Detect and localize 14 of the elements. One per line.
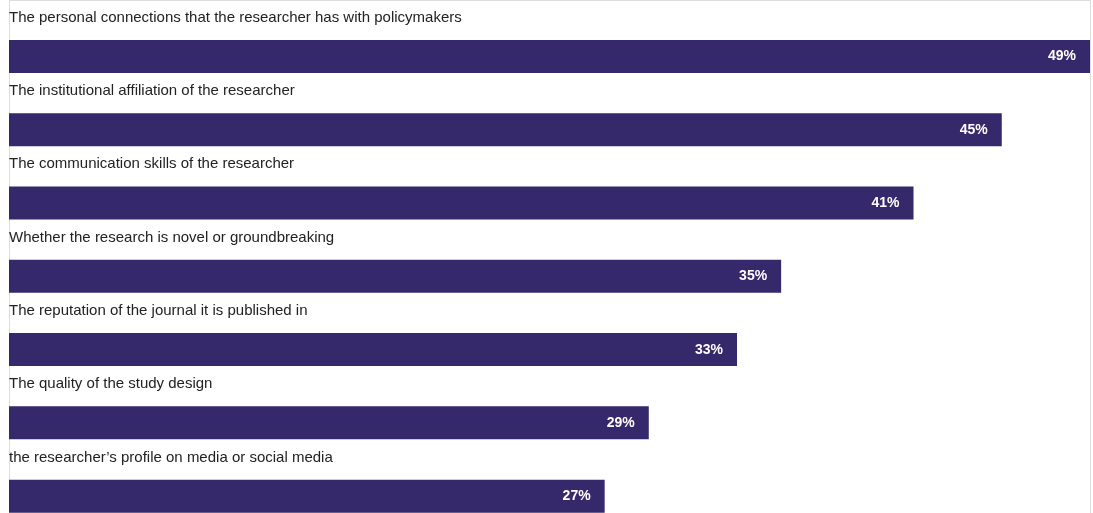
- y-tick-label: The communication skills of the researcher: [9, 154, 295, 172]
- data-label: 29%: [606, 413, 636, 430]
- data-label: 41%: [871, 194, 901, 210]
- data-label: 45%: [959, 120, 989, 137]
- y-tick-label: The quality of the study design: [9, 374, 213, 392]
- y-tick-label: The personal connections that the researcher has with policymakers: [9, 7, 462, 25]
- data-label: 49%: [1047, 47, 1077, 64]
- y-tick-label: The institutional affiliation of the researcher: [9, 81, 295, 99]
- y-tick-label: The reputation of the journal it is published in: [9, 301, 308, 318]
- y-tick-label: the researcher’s profile on media or social media: [9, 447, 334, 465]
- data-label: 35%: [739, 267, 768, 284]
- y-tick-label: Whether the research is novel or groundbreaking: [9, 227, 335, 245]
- data-label: 27%: [562, 487, 592, 504]
- data-label: 33%: [694, 340, 724, 357]
